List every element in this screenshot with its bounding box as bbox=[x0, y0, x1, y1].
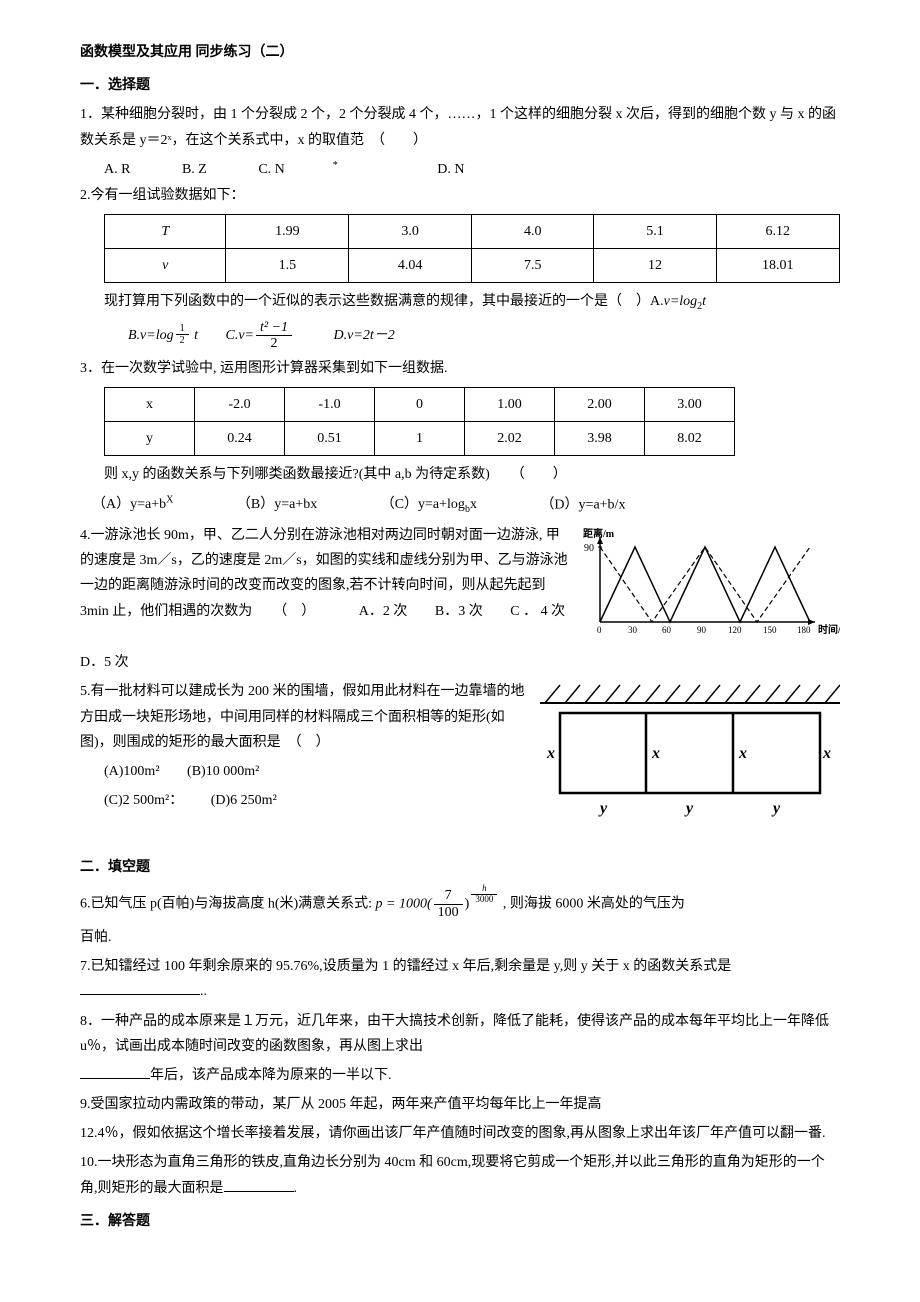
q7-blank bbox=[80, 981, 200, 995]
chart-ymax: 90 bbox=[584, 543, 594, 554]
q9-line2: 12.4％，假如依据这个增长率接着发展，请你画出该厂年产值随时间改变的图象,再从… bbox=[80, 1121, 840, 1146]
table-row: v 1.5 4.04 7.5 12 18.01 bbox=[105, 248, 840, 282]
q4-opt-c: C ． 4 次 bbox=[510, 604, 565, 619]
q5-opt-c: (C)2 500m²： bbox=[104, 793, 183, 808]
q1-text: 1．某种细胞分裂时，由 1 个分裂成 2 个，2 个分裂成 4 个，……，1 个… bbox=[80, 107, 836, 147]
q3-opt-c: （C）y=a+logbx bbox=[381, 497, 481, 512]
svg-text:180: 180 bbox=[797, 625, 811, 635]
q10-blank bbox=[224, 1178, 294, 1192]
q3-post: 则 x,y 的函数关系与下列哪类函数最接近?(其中 a,b 为待定系数) （ ） bbox=[104, 462, 840, 487]
svg-text:y: y bbox=[684, 800, 694, 817]
svg-text:时间/s: 时间/s bbox=[818, 623, 840, 636]
q1-opt-b: B. Z bbox=[182, 157, 207, 182]
table-row: x -2.0 -1.0 0 1.00 2.00 3.00 bbox=[105, 388, 735, 422]
q9-line1: 9.受国家拉动内需政策的带动，某厂从 2005 年起，两年来产值平均每年比上一年… bbox=[80, 1092, 840, 1117]
section-1-heading: 一．选择题 bbox=[80, 73, 840, 98]
q7: 7.已知镭经过 100 年剩余原来的 95.76%,设质量为 1 的镭经过 x … bbox=[80, 954, 840, 1004]
q3-intro: 3．在一次数学试验中, 运用图形计算器采集到如下一组数据. bbox=[80, 356, 840, 381]
q3-opt-d: （D）y=a+b/x bbox=[540, 497, 625, 512]
q3-opt-b: （B）y=a+bx bbox=[237, 497, 317, 512]
q5-diagram: x x x x y y y bbox=[540, 683, 840, 842]
q2-opt-d: D.v=2t－2 bbox=[334, 328, 395, 343]
q2-opts: B.v=log12 t C.v=t² −12 D.v=2t－2 bbox=[128, 320, 840, 352]
section-2-heading: 二．填空题 bbox=[80, 855, 840, 880]
chart-ylabel: 距离/m bbox=[583, 527, 615, 540]
q8-line2: 年后，该产品成本降为原来的一半以下. bbox=[80, 1063, 840, 1088]
svg-text:x: x bbox=[546, 745, 555, 762]
q1-opt-d: D. N bbox=[437, 157, 464, 182]
q1-opt-c: C. N* bbox=[258, 157, 385, 183]
svg-text:x: x bbox=[822, 745, 831, 762]
q1: 1．某种细胞分裂时，由 1 个分裂成 2 个，2 个分裂成 4 个，……，1 个… bbox=[80, 102, 840, 152]
q2-intro: 2.今有一组试验数据如下： bbox=[80, 183, 840, 208]
table-row: y 0.24 0.51 1 2.02 3.98 8.02 bbox=[105, 422, 735, 456]
svg-text:90: 90 bbox=[697, 625, 707, 635]
q3-options: （A）y=a+bX （B）y=a+bx （C）y=a+logbx （D）y=a+… bbox=[92, 492, 840, 519]
q6: 6.已知气压 p(百帕)与海拔高度 h(米)满意关系式: p = 1000(71… bbox=[80, 884, 840, 921]
q5-opt-b: (B)10 000m² bbox=[187, 764, 259, 779]
svg-text:150: 150 bbox=[763, 625, 777, 635]
section-3-heading: 三．解答题 bbox=[80, 1209, 840, 1234]
q4-opt-a: A．2 次 bbox=[359, 604, 408, 619]
q8-line1: 8．一种产品的成本原来是１万元，近几年来，由干大搞技术创新，降低了能耗，使得该产… bbox=[80, 1009, 840, 1059]
page-title: 函数模型及其应用 同步练习（二） bbox=[80, 40, 840, 65]
q1-opt-a: A. R bbox=[104, 157, 130, 182]
q5-opt-a: (A)100m² bbox=[104, 764, 160, 779]
q4-chart: 距离/m 90 0 30 60 90 120 150 180 时间/s bbox=[580, 527, 840, 646]
svg-text:x: x bbox=[651, 745, 660, 762]
q1-options: A. R B. Z C. N* D. N bbox=[104, 157, 840, 183]
svg-text:60: 60 bbox=[662, 625, 672, 635]
q2-table: T 1.99 3.0 4.0 5.1 6.12 v 1.5 4.04 7.5 1… bbox=[104, 214, 840, 283]
svg-text:0: 0 bbox=[597, 625, 602, 635]
q4-opt-b: B．3 次 bbox=[435, 604, 483, 619]
svg-text:y: y bbox=[598, 800, 608, 817]
svg-text:x: x bbox=[738, 745, 747, 762]
table-row: T 1.99 3.0 4.0 5.1 6.12 bbox=[105, 214, 840, 248]
q3-table: x -2.0 -1.0 0 1.00 2.00 3.00 y 0.24 0.51… bbox=[104, 387, 735, 456]
svg-text:120: 120 bbox=[728, 625, 742, 635]
q3-opt-a: （A）y=a+bX bbox=[92, 497, 177, 512]
q2-post: 现打算用下列函数中的一个近似的表示这些数据满意的规律，其中最接近的一个是（ ）A… bbox=[104, 289, 840, 316]
q6-tail: 百帕. bbox=[80, 925, 840, 950]
q8-blank bbox=[80, 1065, 150, 1079]
q4-opt-d: D．5 次 bbox=[80, 650, 840, 675]
q5-opt-d: (D)6 250m² bbox=[211, 793, 277, 808]
svg-text:30: 30 bbox=[628, 625, 638, 635]
svg-text:y: y bbox=[771, 800, 781, 817]
q2-opt-b: B.v=log12 t bbox=[128, 328, 202, 343]
q10: 10.一块形态为直角三角形的铁皮,直角边长分别为 40cm 和 60cm,现要将… bbox=[80, 1150, 840, 1200]
q2-opt-c: C.v=t² −12 bbox=[226, 328, 298, 343]
